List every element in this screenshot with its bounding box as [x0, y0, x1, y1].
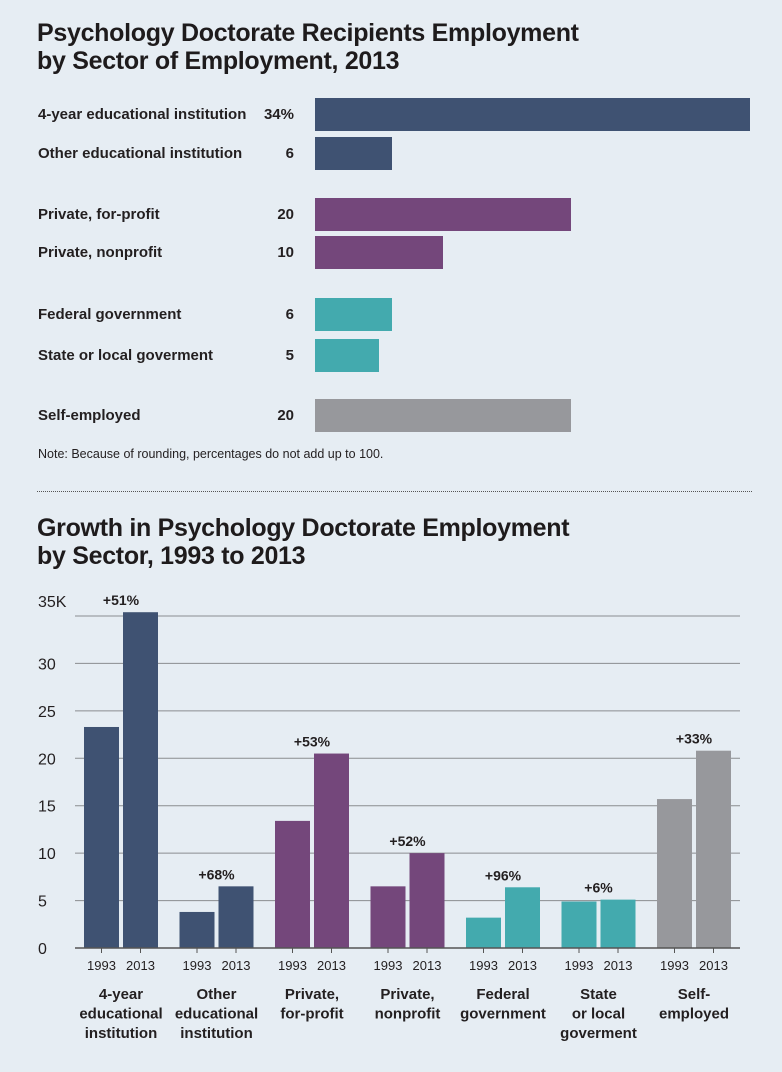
category-label: State: [580, 986, 617, 1003]
x-tick-label: 2013: [508, 958, 537, 973]
bar-2013: [505, 887, 540, 948]
category-label: for-profit: [280, 1006, 343, 1023]
bar-1993: [370, 886, 406, 948]
x-tick-label: 1993: [278, 958, 307, 973]
bar-label: 4-year educational institution: [38, 106, 247, 123]
bar-row: State or local goverment 5: [0, 339, 782, 373]
x-tick-label: 2013: [126, 958, 155, 973]
y-tick-label: 15: [38, 799, 56, 816]
bar: [315, 98, 750, 131]
bar: [315, 399, 571, 432]
bar-label: Private, for-profit: [38, 206, 160, 223]
category-label: government: [460, 1006, 546, 1023]
x-tick-label: 2013: [699, 958, 728, 973]
bar-value-label: 10: [277, 244, 294, 261]
bar-1993: [84, 726, 119, 948]
growth-label: +51%: [103, 592, 140, 608]
y-tick-label: 5: [38, 894, 47, 911]
chart2-title-line: by Sector, 1993 to 2013: [37, 542, 306, 570]
x-tick-label: 1993: [660, 958, 689, 973]
chart1-title-line: Psychology Doctorate Recipients Employme…: [37, 19, 579, 47]
bar-1993: [657, 799, 692, 948]
category-label: Federal: [476, 986, 529, 1003]
category-label: 4-year: [99, 986, 143, 1003]
bar-value-label: 34%: [263, 106, 294, 123]
bar-2013: [218, 886, 254, 948]
bar-label: State or local goverment: [38, 347, 214, 364]
x-tick-label: 2013: [413, 958, 442, 973]
bar: [315, 236, 443, 269]
bar: [315, 298, 392, 331]
category-label: institution: [180, 1025, 252, 1042]
category-label: nonprofit: [375, 1006, 441, 1023]
bar-row: Private, for-profit 20: [0, 198, 782, 232]
growth-label: +52%: [389, 833, 426, 849]
bar-label: Federal government: [38, 306, 182, 323]
bar-label: Self-employed: [38, 407, 141, 424]
bar-label: Other educational institution: [38, 145, 243, 162]
bar-label: Private, nonprofit: [38, 244, 163, 261]
x-tick-label: 1993: [87, 958, 116, 973]
bar: [315, 198, 571, 231]
category-label: educational: [175, 1006, 258, 1023]
bar: [315, 137, 392, 170]
bar-1993: [561, 901, 597, 948]
category-label: Private,: [285, 986, 339, 1003]
bar-value-label: 20: [277, 206, 294, 223]
growth-label: +6%: [584, 880, 613, 896]
chart2-title-line: Growth in Psychology Doctorate Employmen…: [37, 514, 570, 542]
y-tick-label: 20: [38, 751, 56, 768]
growth-label: +68%: [198, 866, 235, 882]
x-tick-label: 2013: [317, 958, 346, 973]
bar-value-label: 5: [285, 347, 294, 364]
bar-2013: [314, 753, 349, 948]
bar-row: Self-employed 20: [0, 399, 782, 433]
chart2-title: Growth in Psychology Doctorate Employmen…: [37, 514, 570, 570]
chart1-title: Psychology Doctorate Recipients Employme…: [37, 19, 579, 75]
category-label: or local: [572, 1006, 625, 1023]
bar-row: Private, nonprofit 10: [0, 236, 782, 270]
x-tick-label: 1993: [183, 958, 212, 973]
category-label: Other: [196, 986, 236, 1003]
bar-row: Federal government 6: [0, 298, 782, 332]
y-tick-label: 25: [38, 704, 56, 721]
x-tick-label: 1993: [469, 958, 498, 973]
bar-2013: [123, 612, 158, 948]
bar-1993: [179, 911, 215, 948]
y-tick-label: 0: [38, 941, 47, 958]
y-tick-label: 10: [38, 846, 56, 863]
bar-1993: [466, 917, 501, 948]
bar-2013: [600, 899, 636, 948]
bar-2013: [409, 853, 445, 948]
chart1-title-line: by Sector of Employment, 2013: [37, 47, 400, 75]
x-tick-label: 2013: [222, 958, 251, 973]
x-tick-label: 1993: [374, 958, 403, 973]
dotted-divider: [37, 491, 752, 492]
bar-row: 4-year educational institution 34%: [0, 98, 782, 132]
category-label: goverment: [560, 1025, 637, 1042]
growth-label: +53%: [294, 734, 331, 750]
y-tick-label: 30: [38, 656, 56, 673]
category-label: institution: [85, 1025, 157, 1042]
x-tick-label: 2013: [604, 958, 633, 973]
bar-value-label: 6: [285, 145, 294, 162]
bar-value-label: 20: [277, 407, 294, 424]
category-label: Private,: [380, 986, 434, 1003]
x-tick-label: 1993: [565, 958, 594, 973]
chart1-note: Note: Because of rounding, percentages d…: [38, 447, 384, 461]
bar: [315, 339, 379, 372]
category-label: educational: [79, 1006, 162, 1023]
bar-1993: [275, 820, 310, 948]
category-label: Self-: [678, 986, 711, 1003]
bar-2013: [696, 750, 731, 948]
growth-label: +96%: [485, 867, 522, 883]
bar-row: Other educational institution 6: [0, 137, 782, 171]
growth-label: +33%: [676, 731, 713, 747]
category-label: employed: [659, 1006, 729, 1023]
bar-value-label: 6: [285, 306, 294, 323]
y-tick-label: 35K: [38, 594, 67, 611]
